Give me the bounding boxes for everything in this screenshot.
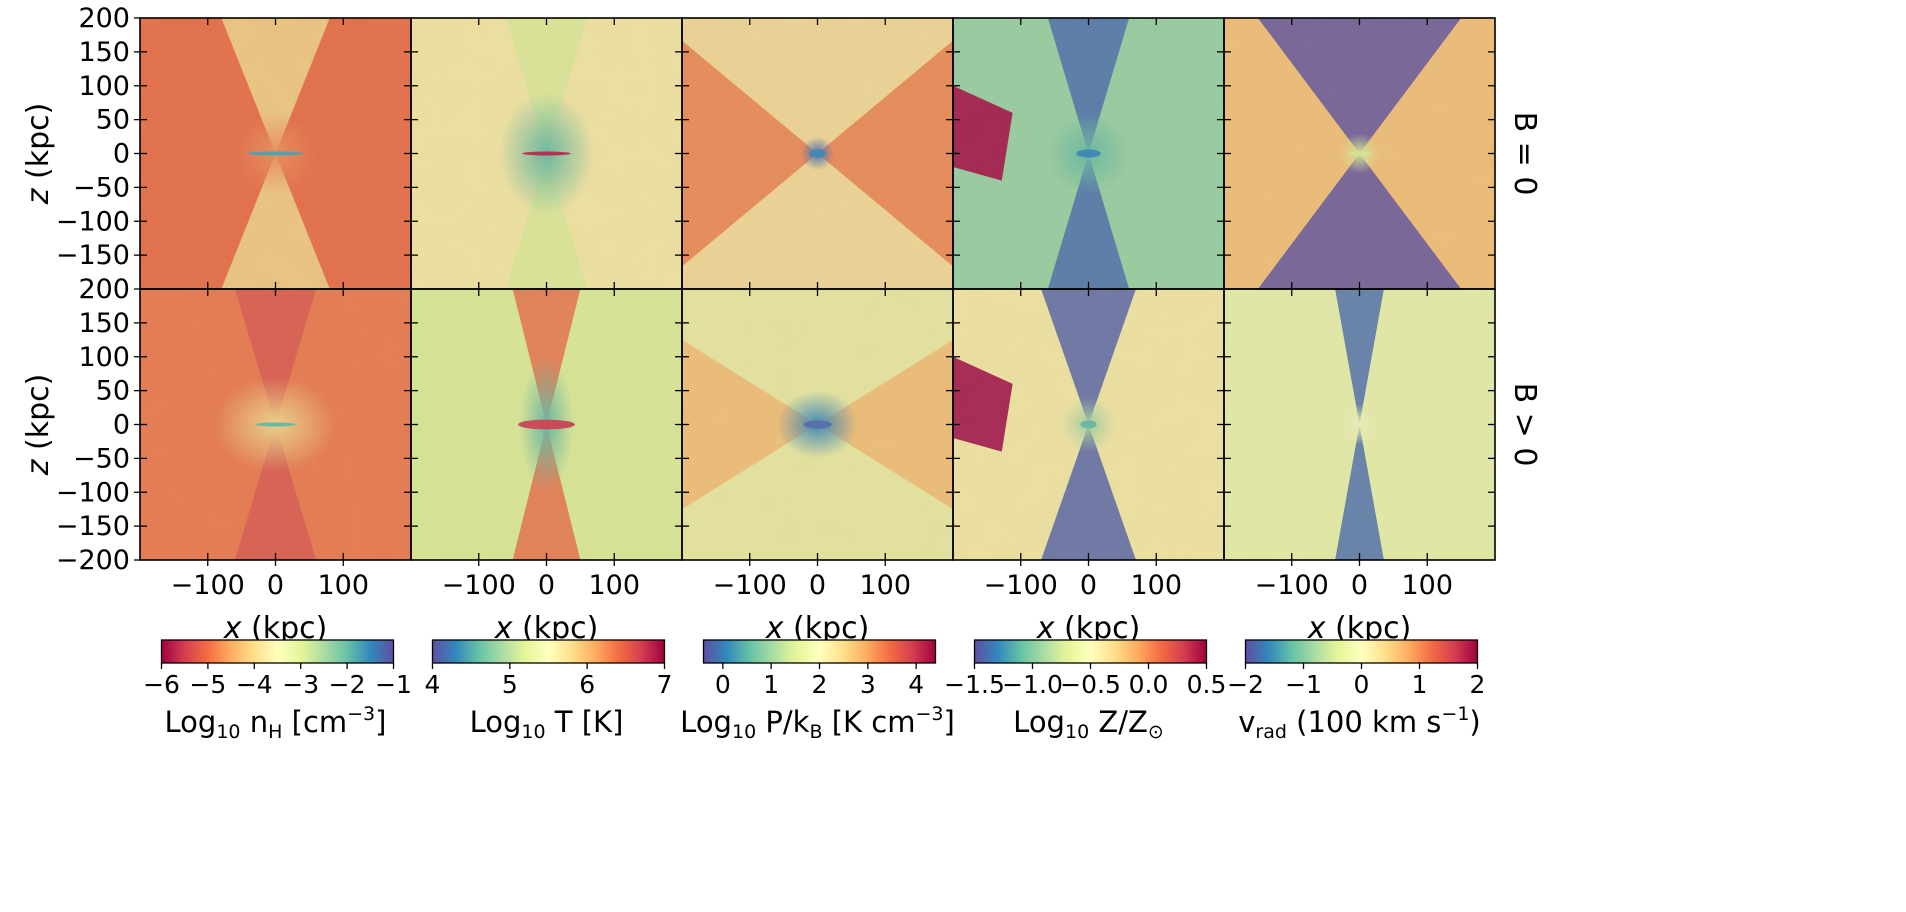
x-tick-label: 0 [538, 570, 555, 601]
x-tick-label: 0 [1351, 570, 1368, 601]
turbulence-texture [953, 18, 1224, 289]
y-tick-label: 50 [96, 105, 130, 136]
colorbar-tick-label: 5 [502, 670, 518, 699]
row-label: B > 0 [1507, 383, 1542, 467]
y-tick-label: −50 [73, 172, 130, 203]
x-tick-label: 0 [1080, 570, 1097, 601]
y-tick-label: −200 [56, 545, 130, 576]
colorbar-tick-label: −5 [189, 670, 226, 699]
colorbar-T [431, 639, 666, 664]
x-tick-label: −100 [1255, 570, 1329, 601]
colorbar-tick-label: 6 [579, 670, 595, 699]
colorbar-tick-label: 0.0 [1129, 670, 1169, 699]
x-tick-label: −100 [171, 570, 245, 601]
y-tick-label: 0 [113, 410, 130, 441]
turbulence-texture [140, 289, 411, 560]
turbulence-texture [953, 289, 1224, 560]
heatmap-T-b0 [411, 18, 682, 289]
colorbar-P [702, 639, 937, 664]
colorbar-tick-label: −2 [329, 670, 366, 699]
y-tick-label: 150 [78, 308, 130, 339]
heatmap-P-bpos [682, 289, 953, 560]
x-tick-label: 100 [1401, 570, 1453, 601]
axis-ticks [134, 17, 1495, 566]
x-tick-label: −100 [442, 570, 516, 601]
y-tick-label: 100 [78, 71, 130, 102]
colorbar-tick-label: 0 [715, 670, 731, 699]
x-tick-label: 100 [859, 570, 911, 601]
y-tick-label: 100 [78, 342, 130, 373]
colorbar-vrad [1244, 639, 1479, 664]
y-tick-label: 200 [78, 3, 130, 34]
colorbar-title: vrad (100 km s−1) [1238, 703, 1481, 743]
y-tick-label: −150 [56, 511, 130, 542]
heatmap-Z-bpos [953, 289, 1224, 560]
colorbar-tick-label: 1 [763, 670, 779, 699]
colorbar-tick-label: 0 [1354, 670, 1370, 699]
y-axis-title: z (kpc) [21, 103, 56, 206]
colorbar-tick-label: 2 [812, 670, 828, 699]
heatmap-panels [140, 18, 1495, 560]
y-tick-label: −50 [73, 443, 130, 474]
colorbar-tick-label: −1.5 [944, 670, 1005, 699]
colorbar-tick-label: 3 [860, 670, 876, 699]
x-tick-label: 100 [588, 570, 640, 601]
y-axis-title: z (kpc) [21, 374, 56, 477]
x-tick-label: 0 [267, 570, 284, 601]
y-tick-label: 50 [96, 376, 130, 407]
colorbar-tick-label: 7 [657, 670, 673, 699]
y-tick-label: 150 [78, 37, 130, 68]
turbulence-texture [411, 289, 682, 560]
colorbar-tick-label: 0.5 [1187, 670, 1227, 699]
colorbar-tick-label: −0.5 [1060, 670, 1121, 699]
turbulence-texture [140, 18, 411, 289]
axis-labels: 200150100500−50−100−150200150100500−50−1… [21, 3, 1542, 646]
x-tick-label: 100 [317, 570, 369, 601]
heatmap-nH-b0 [140, 18, 411, 289]
heatmap-vrad-b0 [1224, 18, 1495, 289]
y-tick-label: −150 [56, 240, 130, 271]
turbulence-texture [682, 18, 953, 289]
colorbar-tick-label: −2 [1227, 670, 1264, 699]
heatmap-vrad-bpos [1224, 289, 1495, 560]
x-tick-label: 0 [809, 570, 826, 601]
x-tick-label: −100 [713, 570, 787, 601]
colorbar-tick-label: 2 [1470, 670, 1486, 699]
colorbar-nH [160, 639, 395, 664]
x-tick-label: 100 [1130, 570, 1182, 601]
colorbar-Z [973, 639, 1208, 664]
colorbar-title: Log10 Z/Z⊙ [1013, 705, 1164, 743]
x-tick-label: −100 [984, 570, 1058, 601]
colorbar-title: Log10 P/kB [K cm−3] [680, 703, 955, 743]
heatmap-Z-b0 [953, 18, 1224, 289]
colorbar-tick-label: 1 [1412, 670, 1428, 699]
turbulence-texture [682, 289, 953, 560]
turbulence-texture [411, 18, 682, 289]
heatmap-T-bpos [411, 289, 682, 560]
colorbar-tick-label: −1 [375, 670, 412, 699]
y-tick-label: 200 [78, 274, 130, 305]
colorbar-tick-label: 4 [425, 670, 441, 699]
colorbar-tick-label: −1.0 [1002, 670, 1063, 699]
colorbar-title: Log10 T [K] [470, 705, 624, 743]
colorbars: −6 −5 −4 −3 −2 −1 Log10 nH [cm−3] 4 5 6 7 Log10 T [… [143, 639, 1486, 743]
colorbar-title: Log10 nH [cm−3] [165, 703, 387, 743]
colorbar-tick-label: −6 [143, 670, 180, 699]
turbulence-texture [1224, 289, 1495, 560]
row-label: B = 0 [1507, 112, 1542, 196]
heatmap-P-b0 [682, 18, 953, 289]
y-tick-label: −100 [56, 477, 130, 508]
colorbar-tick-label: −4 [236, 670, 273, 699]
colorbar-tick-label: 4 [908, 670, 924, 699]
colorbar-tick-label: −3 [282, 670, 319, 699]
y-tick-label: −100 [56, 206, 130, 237]
y-tick-label: 0 [113, 139, 130, 170]
heatmap-nH-bpos [140, 289, 411, 560]
turbulence-texture [1224, 18, 1495, 289]
colorbar-tick-label: −1 [1285, 670, 1322, 699]
